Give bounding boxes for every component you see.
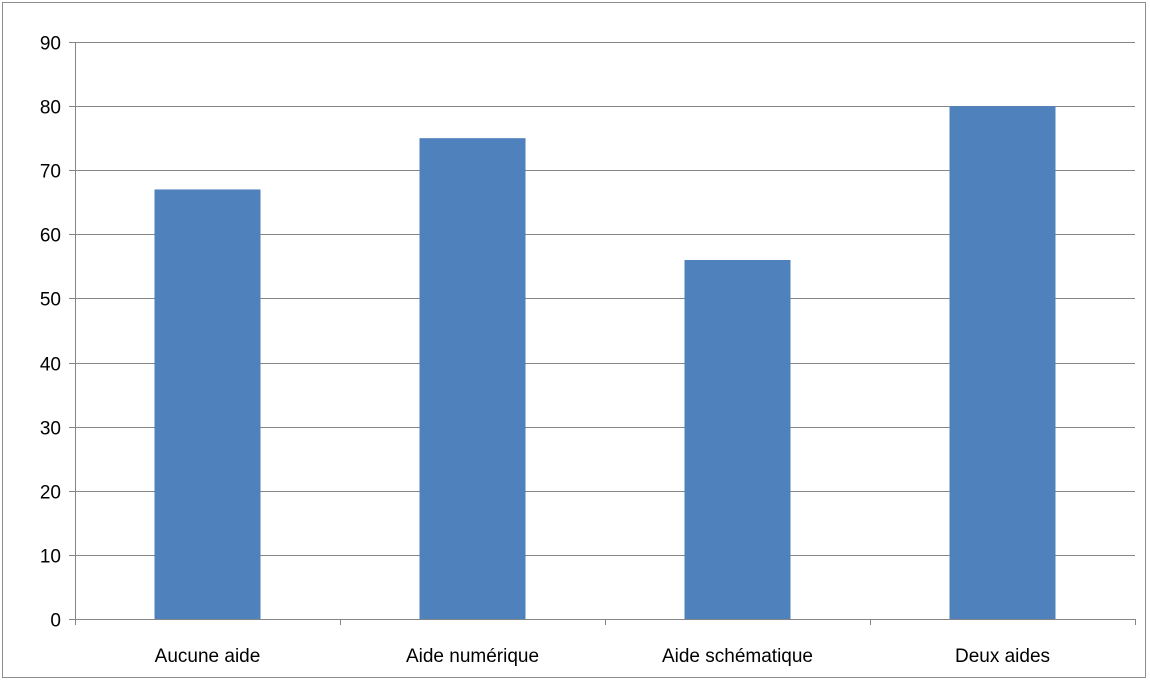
x-tick-label-1: Aide numérique — [406, 646, 539, 667]
y-tick-label-40: 40 — [40, 355, 61, 376]
y-tick-label-0: 0 — [50, 611, 61, 632]
y-tick-label-60: 60 — [40, 226, 61, 247]
y-tick-label-90: 90 — [40, 34, 61, 55]
bar-aide-num-rique — [419, 138, 526, 619]
y-tick-label-20: 20 — [40, 483, 61, 504]
x-tick-label-3: Deux aides — [955, 646, 1050, 667]
bar-aucune-aide — [154, 189, 261, 619]
tick-labels: 0 10 20 30 40 50 60 70 80 90 Aucune aide Aide numér… — [40, 34, 1050, 668]
x-tick-label-2: Aide schématique — [662, 646, 813, 667]
y-tick-label-70: 70 — [40, 162, 61, 183]
y-tick-label-30: 30 — [40, 419, 61, 440]
y-tick-label-80: 80 — [40, 98, 61, 119]
bar-aide-sch-matique — [684, 259, 791, 619]
axes — [69, 42, 1136, 625]
bar-deux-aides — [949, 106, 1056, 620]
y-tick-label-10: 10 — [40, 547, 61, 568]
y-tick-label-50: 50 — [40, 290, 61, 311]
x-tick-label-0: Aucune aide — [155, 646, 261, 667]
bars — [154, 106, 1056, 620]
